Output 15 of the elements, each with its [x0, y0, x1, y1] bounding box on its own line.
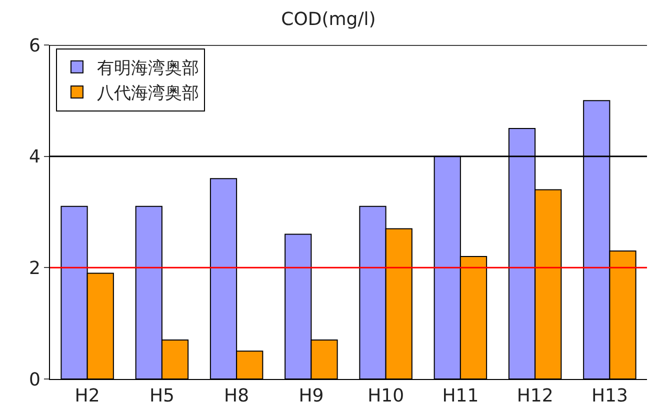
x-tick-label: H11: [442, 386, 479, 407]
y-tick-label: 2: [28, 258, 40, 279]
legend-label: 八代海湾奥部: [96, 84, 199, 104]
x-tick-label: H2: [74, 386, 100, 407]
chart-title: COD(mg/l): [281, 9, 376, 30]
y-tick-label: 4: [28, 146, 40, 168]
x-tick-label: H10: [368, 386, 404, 407]
y-tick-label: 6: [28, 35, 40, 56]
x-tick-label: H9: [298, 386, 324, 407]
legend-label: 有明海湾奥部: [96, 58, 199, 79]
x-tick-label: H8: [224, 386, 250, 407]
x-tick-label: H5: [149, 386, 174, 407]
y-tick-label: 0: [28, 369, 40, 390]
x-tick-label: H13: [591, 386, 628, 407]
x-tick-label: H12: [516, 386, 554, 407]
